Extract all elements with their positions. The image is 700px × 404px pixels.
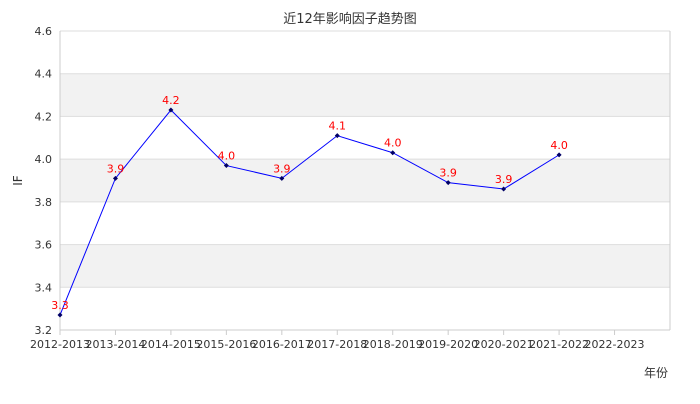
data-label: 3.9 (439, 167, 457, 180)
data-point[interactable] (57, 312, 63, 318)
y-tick-label: 4.2 (35, 110, 53, 123)
y-tick-label: 4.0 (35, 153, 53, 166)
data-label: 3.9 (495, 173, 513, 186)
series-line (59, 109, 560, 316)
x-tick-label: 2017-2018 (307, 338, 367, 351)
data-point[interactable] (112, 175, 118, 181)
y-tick-label: 3.4 (35, 281, 53, 294)
data-point[interactable] (501, 186, 507, 192)
data-label: 3.9 (273, 162, 291, 175)
data-point[interactable] (334, 133, 340, 139)
grid-band (60, 73, 670, 117)
data-point[interactable] (445, 180, 451, 186)
data-point[interactable] (556, 152, 562, 158)
data-point[interactable] (390, 150, 396, 156)
data-label: 4.0 (550, 139, 568, 152)
x-tick-label: 2020-2021 (474, 338, 534, 351)
data-label: 3.9 (107, 162, 125, 175)
x-tick-label: 2013-2014 (85, 338, 145, 351)
x-tick-label: 2021-2022 (529, 338, 589, 351)
x-tick-label: 2015-2016 (196, 338, 256, 351)
y-axis-title: IF (11, 175, 25, 186)
x-tick-label: 2022-2023 (585, 338, 645, 351)
data-label: 3.3 (51, 299, 69, 312)
y-tick-label: 4.4 (35, 68, 53, 81)
data-label: 4.1 (329, 120, 347, 133)
y-tick-label: 3.8 (35, 196, 53, 209)
data-label: 4.0 (218, 150, 236, 163)
y-tick-label: 3.6 (35, 239, 53, 252)
grid-band (60, 244, 670, 288)
x-axis-title: 年份 (644, 366, 668, 380)
grid-band (60, 159, 670, 202)
data-point[interactable] (168, 107, 174, 113)
y-tick-label: 3.2 (35, 324, 53, 337)
x-tick-label: 2019-2020 (418, 338, 478, 351)
x-tick-label: 2016-2017 (252, 338, 312, 351)
data-point[interactable] (279, 175, 285, 181)
data-label: 4.0 (384, 137, 402, 150)
data-point[interactable] (223, 163, 229, 169)
x-tick-label: 2012-2013 (30, 338, 90, 351)
y-tick-label: 4.6 (35, 25, 53, 38)
data-label: 4.2 (162, 94, 180, 107)
x-tick-label: 2014-2015 (141, 338, 201, 351)
chart-title: 近12年影响因子趋势图 (283, 12, 417, 27)
x-tick-label: 2018-2019 (363, 338, 423, 351)
